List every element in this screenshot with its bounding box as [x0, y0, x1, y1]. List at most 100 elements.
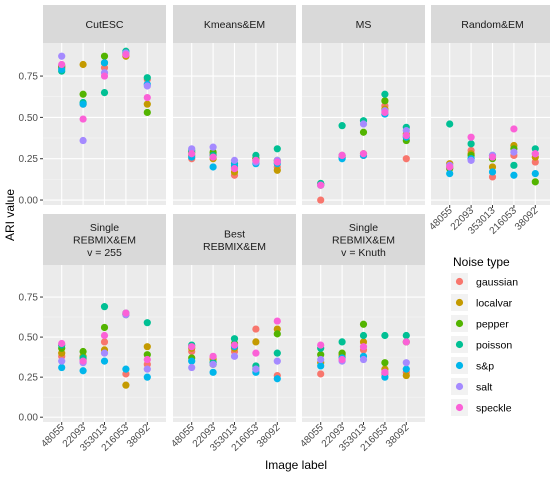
panels-layer: CutESC 0.00 0.25 0.50 0.75 Kmeans&EM MS Random&… [19, 5, 550, 454]
facet-strip-label: Single [349, 222, 378, 234]
data-point [402, 127, 410, 135]
data-point [209, 153, 217, 161]
data-point [79, 357, 87, 365]
data-point [143, 100, 151, 108]
data-point [79, 90, 87, 98]
data-point [488, 168, 497, 176]
data-point [381, 90, 389, 98]
data-point [381, 368, 389, 376]
data-point [58, 357, 66, 365]
facet-panel: MS [302, 5, 425, 205]
data-point [317, 370, 325, 378]
data-point [252, 156, 260, 164]
data-point [273, 330, 281, 338]
data-point [488, 153, 497, 161]
data-point [188, 343, 196, 351]
facet-strip-label: MS [356, 19, 372, 31]
data-point [317, 362, 325, 370]
data-point [230, 352, 239, 360]
data-point [467, 140, 475, 148]
data-point [510, 161, 518, 169]
data-point [58, 52, 66, 60]
data-point [252, 151, 260, 160]
data-point [273, 357, 281, 365]
facet-strip-label: v = Knuth [341, 247, 386, 259]
data-point [100, 338, 109, 346]
y-tick-label: 0.75 [19, 293, 39, 304]
data-point [359, 320, 368, 328]
facet-strip-label: Random&EM [461, 19, 523, 31]
data-point [488, 173, 497, 181]
data-point [100, 323, 109, 332]
y-tick-label: 0.00 [19, 196, 39, 207]
facet-strip [302, 5, 425, 43]
facet-strip [173, 214, 296, 265]
data-point [79, 367, 87, 375]
data-point [273, 158, 281, 166]
legend-key-point [455, 319, 464, 328]
data-point [446, 163, 454, 171]
x-axis-title: Image label [265, 458, 327, 472]
legend-items: gaussian localvar pepper poisson s&p salt spec… [451, 273, 518, 416]
data-point [122, 50, 130, 59]
data-point [359, 355, 368, 364]
legend-key-point [455, 361, 464, 370]
data-point [230, 335, 239, 343]
legend-label: pepper [476, 319, 509, 331]
data-point [252, 349, 260, 357]
data-point [359, 120, 368, 128]
data-point [381, 359, 389, 367]
data-point [402, 155, 410, 163]
data-point [188, 145, 196, 153]
data-point [100, 52, 109, 60]
data-point [531, 178, 539, 186]
data-point [143, 355, 151, 364]
y-tick-label: 0.75 [19, 72, 39, 83]
data-point [402, 131, 410, 140]
data-point [273, 166, 281, 174]
facet-strip [302, 214, 425, 265]
legend-label: poisson [476, 340, 512, 352]
legend-label: speckle [476, 403, 512, 415]
data-point [188, 150, 196, 158]
facet-strip [173, 5, 296, 43]
data-point [209, 352, 217, 360]
data-point [209, 163, 217, 171]
data-point [359, 331, 368, 340]
data-point [402, 331, 410, 340]
data-point [273, 375, 281, 383]
x-tick-label: 38092 [384, 422, 412, 450]
data-point [381, 97, 389, 105]
data-point [143, 82, 151, 90]
data-point [100, 88, 109, 97]
legend-key-point [455, 277, 464, 286]
data-point [209, 368, 217, 376]
legend-label: localvar [476, 298, 513, 310]
data-point [317, 196, 325, 204]
data-point [209, 143, 217, 151]
data-point [402, 359, 410, 367]
data-point [122, 365, 130, 373]
data-point [252, 338, 260, 346]
data-point [359, 343, 368, 351]
data-point [402, 365, 410, 373]
data-point [446, 120, 454, 128]
data-point [79, 136, 87, 145]
data-point [317, 341, 325, 349]
data-point [446, 169, 454, 178]
x-tick-label: 48055 [298, 422, 326, 450]
data-point [143, 93, 151, 102]
legend-title: Noise type [453, 255, 510, 269]
data-point [100, 64, 109, 72]
data-point [58, 363, 66, 372]
data-point [79, 115, 87, 123]
facet-strip-label: Kmeans&EM [204, 19, 265, 31]
data-point [510, 148, 518, 156]
data-point [209, 360, 217, 368]
facet-strip-label: REBMIX&EM [73, 235, 136, 247]
facet-panel: CutESC 0.00 0.25 0.50 0.75 [19, 5, 166, 207]
